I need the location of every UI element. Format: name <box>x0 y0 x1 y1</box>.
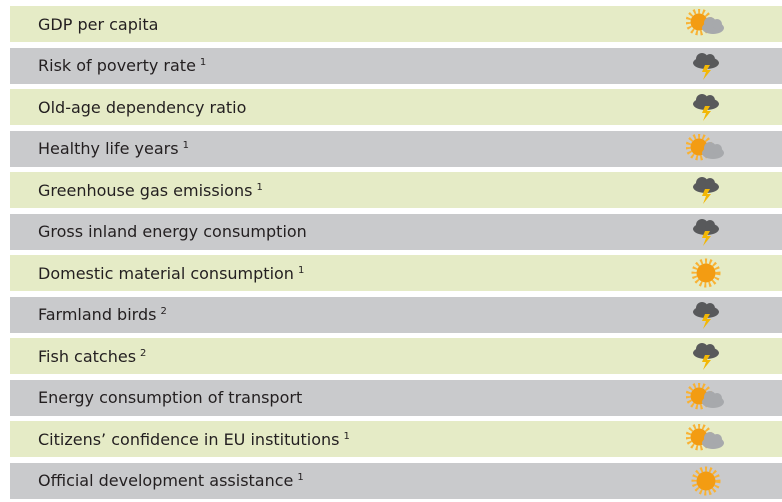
label-text: Gross inland energy consumption <box>38 222 307 241</box>
weather-icon <box>686 424 726 454</box>
row-label: Citizens’ confidence in EU institutions 1 <box>38 430 350 449</box>
row-label: Gross inland energy consumption <box>38 222 307 241</box>
table-row: Official development assistance 1 <box>10 462 782 499</box>
table-row: Healthy life years 1 <box>10 130 782 167</box>
row-label: Old-age dependency ratio <box>38 98 246 117</box>
row-label: Greenhouse gas emissions 1 <box>38 181 263 200</box>
table-row: Greenhouse gas emissions 1 <box>10 172 782 208</box>
weather-icon <box>693 218 719 246</box>
table-row: GDP per capita <box>10 6 782 42</box>
row-label: Official development assistance 1 <box>38 471 304 490</box>
row-label: Energy consumption of transport <box>38 388 302 407</box>
label-text: Farmland birds <box>38 305 157 324</box>
row-label: Fish catches 2 <box>38 347 146 366</box>
weather-icon <box>693 94 719 121</box>
table-row: Risk of poverty rate 1 <box>10 47 782 84</box>
weather-icon <box>686 383 726 413</box>
table-row: Old-age dependency ratio <box>10 89 782 125</box>
row-label: Farmland birds 2 <box>38 305 167 324</box>
table-row: Citizens’ confidence in EU institutions 1 <box>10 421 782 457</box>
footnote-mark: 1 <box>199 57 207 68</box>
weather-icon <box>686 9 726 39</box>
label-text: Old-age dependency ratio <box>38 97 247 117</box>
footnote-mark: 1 <box>297 264 305 276</box>
label-text: Official development assistance <box>38 471 294 490</box>
label-text: Fish catches <box>38 346 137 366</box>
weather-icon <box>693 177 719 204</box>
table-row: Gross inland energy consumption <box>10 213 782 250</box>
label-text: Greenhouse gas emissions <box>38 180 253 200</box>
row-label: GDP per capita <box>38 15 158 34</box>
footnote-mark: 1 <box>297 472 304 483</box>
footnote-mark: 1 <box>256 181 263 193</box>
label-text: Domestic material consumption <box>38 263 294 283</box>
table-row: Fish catches 2 <box>10 338 782 374</box>
footnote-mark: 2 <box>140 347 147 359</box>
label-text: Risk of poverty rate <box>38 56 196 75</box>
weather-icon <box>693 301 719 329</box>
weather-icon <box>693 343 719 370</box>
weather-icon <box>686 466 726 496</box>
footnote-mark: 1 <box>343 430 350 442</box>
weather-icon <box>693 52 719 80</box>
table-row: Domestic material consumption 1 <box>10 255 782 291</box>
row-label: Risk of poverty rate 1 <box>38 56 206 75</box>
label-text: Citizens’ confidence in EU institutions <box>38 429 340 449</box>
row-label: Domestic material consumption 1 <box>38 264 304 283</box>
label-text: Energy consumption of transport <box>38 388 303 407</box>
label-text: Healthy life years <box>38 139 179 158</box>
footnote-mark: 2 <box>160 306 167 317</box>
weather-icon <box>686 258 726 288</box>
row-label: Healthy life years 1 <box>38 139 189 158</box>
label-text: GDP per capita <box>38 14 159 34</box>
weather-icon <box>686 134 726 164</box>
table-row: Energy consumption of transport <box>10 379 782 416</box>
footnote-mark: 1 <box>182 140 189 151</box>
table-row: Farmland birds 2 <box>10 296 782 333</box>
